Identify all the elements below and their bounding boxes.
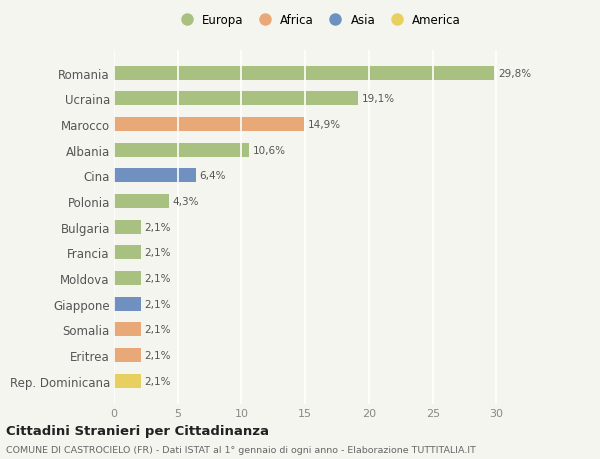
Text: 10,6%: 10,6% [253, 146, 286, 156]
Bar [114, 323, 141, 336]
Bar [114, 195, 169, 209]
Text: 6,4%: 6,4% [199, 171, 226, 181]
Text: 2,1%: 2,1% [145, 274, 171, 283]
Bar [114, 169, 196, 183]
Legend: Europa, Africa, Asia, America: Europa, Africa, Asia, America [175, 14, 461, 27]
Bar [114, 246, 141, 260]
Text: 2,1%: 2,1% [145, 350, 171, 360]
Bar [114, 220, 141, 234]
Text: 2,1%: 2,1% [145, 248, 171, 258]
Text: 2,1%: 2,1% [145, 299, 171, 309]
Bar [114, 92, 358, 106]
Text: 14,9%: 14,9% [308, 120, 341, 130]
Text: COMUNE DI CASTROCIELO (FR) - Dati ISTAT al 1° gennaio di ogni anno - Elaborazion: COMUNE DI CASTROCIELO (FR) - Dati ISTAT … [6, 445, 476, 454]
Bar [114, 67, 494, 81]
Bar [114, 297, 141, 311]
Text: 2,1%: 2,1% [145, 325, 171, 335]
Text: 4,3%: 4,3% [173, 196, 199, 207]
Text: 2,1%: 2,1% [145, 222, 171, 232]
Text: 2,1%: 2,1% [145, 376, 171, 386]
Text: 29,8%: 29,8% [498, 68, 531, 78]
Bar [114, 271, 141, 285]
Bar [114, 348, 141, 362]
Bar [114, 374, 141, 388]
Text: 19,1%: 19,1% [361, 94, 394, 104]
Bar [114, 118, 304, 132]
Bar [114, 143, 249, 157]
Text: Cittadini Stranieri per Cittadinanza: Cittadini Stranieri per Cittadinanza [6, 425, 269, 437]
